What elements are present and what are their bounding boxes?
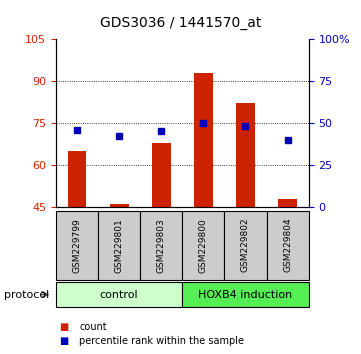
Text: GSM229800: GSM229800	[199, 218, 208, 273]
Text: GSM229803: GSM229803	[157, 218, 166, 273]
Text: GSM229804: GSM229804	[283, 218, 292, 273]
Text: ■: ■	[60, 322, 69, 332]
Bar	[56, 282, 182, 307]
Bar	[56, 211, 98, 280]
Text: GSM229802: GSM229802	[241, 218, 250, 273]
Bar	[182, 211, 225, 280]
Bar	[236, 103, 255, 207]
Bar	[140, 211, 182, 280]
Text: control: control	[100, 290, 138, 299]
Bar	[278, 199, 297, 207]
Text: GDS3036 / 1441570_at: GDS3036 / 1441570_at	[100, 16, 261, 30]
Text: GSM229801: GSM229801	[115, 218, 123, 273]
Bar	[266, 211, 309, 280]
Text: protocol: protocol	[4, 290, 49, 299]
Bar	[110, 204, 129, 207]
Bar	[152, 143, 171, 207]
Bar	[225, 211, 266, 280]
Bar	[182, 282, 309, 307]
Text: ■: ■	[60, 336, 69, 346]
Text: GSM229799: GSM229799	[73, 218, 82, 273]
Bar	[194, 73, 213, 207]
Bar	[68, 151, 87, 207]
Text: count: count	[79, 322, 107, 332]
Bar	[98, 211, 140, 280]
Text: percentile rank within the sample: percentile rank within the sample	[79, 336, 244, 346]
Text: HOXB4 induction: HOXB4 induction	[198, 290, 293, 299]
